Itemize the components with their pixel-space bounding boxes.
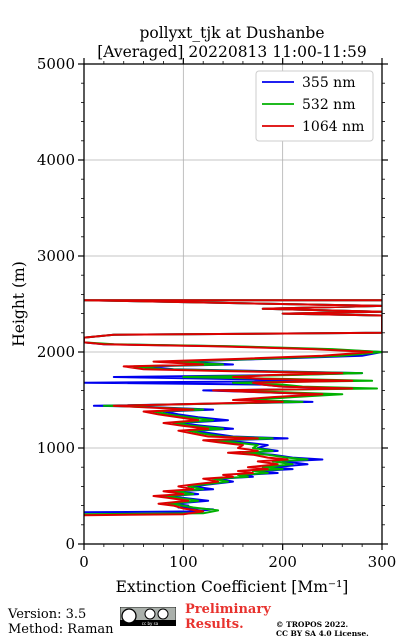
cc-license-badge: cc by sa [120, 607, 176, 626]
copyright-line2: CC BY SA 4.0 License. [276, 629, 369, 638]
legend-label-1064: 1064 nm [302, 119, 364, 135]
series-line-1064-nm [84, 299, 382, 517]
preliminary-line1: Preliminary [185, 602, 271, 617]
y-tick-label: 2000 [37, 343, 75, 361]
copyright-note: © TROPOS 2022. CC BY SA 4.0 License. [276, 620, 369, 638]
sa-icon [157, 608, 169, 620]
legend: 355 nm 532 nm 1064 nm [255, 70, 374, 142]
plot-frame [83, 63, 383, 545]
x-axis-label: Extinction Coefficient [Mm⁻¹] [116, 578, 349, 596]
y-tick-label: 1000 [37, 439, 75, 457]
legend-label-355: 355 nm [302, 75, 355, 91]
preliminary-line2: Results. [185, 617, 244, 632]
x-tick-label: 200 [268, 553, 297, 571]
preliminary-note: Preliminary Results. [185, 602, 271, 632]
chart-title-line1: pollyxt_tjk at Dushanbe [139, 24, 324, 42]
extinction-profile-chart: pollyxt_tjk at Dushanbe [Averaged] 20220… [10, 24, 397, 596]
y-axis-label: Height (m) [10, 261, 28, 347]
y-tick-label: 0 [65, 535, 75, 553]
y-tick-label: 3000 [37, 247, 75, 265]
method-text: Method: Raman [8, 622, 114, 637]
x-tick-label: 0 [79, 553, 89, 571]
chart-title-line2: [Averaged] 20220813 11:00-11:59 [97, 43, 367, 61]
cc-badge-text: cc by sa [142, 621, 159, 626]
x-tick-label: 100 [169, 553, 198, 571]
series-lines [84, 299, 382, 517]
y-tick-label: 4000 [37, 151, 75, 169]
y-tick-label: 5000 [37, 55, 75, 73]
by-icon [144, 608, 156, 620]
legend-label-532: 532 nm [302, 97, 355, 113]
copyright-line1: © TROPOS 2022. [276, 620, 349, 629]
legend-box [255, 70, 374, 142]
x-tick-label: 300 [368, 553, 397, 571]
version-text: Version: 3.5 [8, 607, 87, 622]
